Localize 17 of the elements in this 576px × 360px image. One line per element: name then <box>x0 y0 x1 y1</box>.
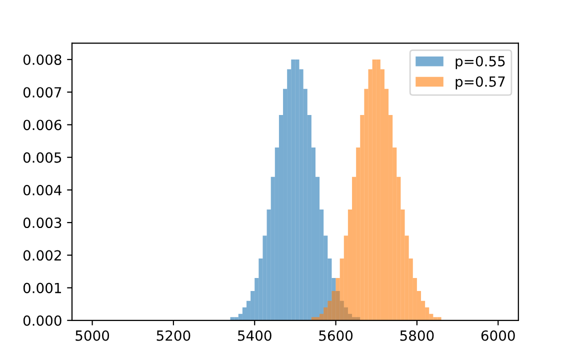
y-tick-label: 0.001 <box>23 282 61 294</box>
x-tick-label: 5400 <box>238 330 272 341</box>
y-tick-label: 0.000 <box>23 315 62 326</box>
y-tick-label: 0.005 <box>23 152 62 163</box>
legend-label: p=0.55 <box>456 56 505 70</box>
y-tick-label: 0.004 <box>23 184 62 196</box>
y-tick-label: 0.007 <box>23 87 62 98</box>
x-tick-label: 5000 <box>76 330 110 341</box>
x-tick-label: 5600 <box>319 330 353 341</box>
legend-label: p=0.57 <box>456 76 505 90</box>
x-tick-label: 5800 <box>400 330 434 341</box>
x-tick-label: 6000 <box>481 330 515 341</box>
y-tick-label: 0.002 <box>23 250 61 261</box>
y-tick-label: 0.008 <box>23 54 62 65</box>
x-tick-label: 5200 <box>156 330 190 341</box>
y-tick-label: 0.003 <box>23 218 62 228</box>
y-tick-label: 0.006 <box>23 120 62 130</box>
